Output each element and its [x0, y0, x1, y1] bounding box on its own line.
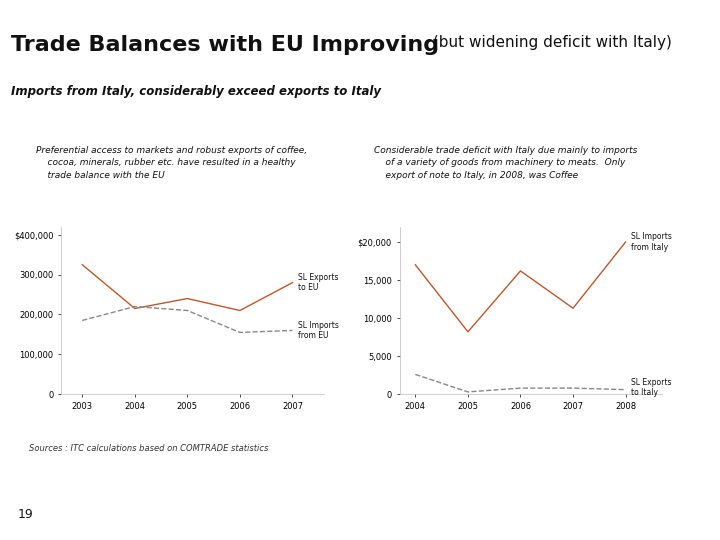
- Text: SL Exports
to EU: SL Exports to EU: [298, 273, 338, 292]
- Text: SL Imports
from EU: SL Imports from EU: [298, 321, 338, 340]
- Text: 19: 19: [18, 508, 34, 521]
- Text: (but widening deficit with Italy): (but widening deficit with Italy): [428, 35, 672, 50]
- Text: Sierra Leone’s Trade with Italy ($000s): Sierra Leone’s Trade with Italy ($000s): [379, 207, 608, 217]
- Text: SL Exports
to Italy: SL Exports to Italy: [631, 377, 671, 397]
- Text: Imports from Italy, considerably exceed exports to Italy: Imports from Italy, considerably exceed …: [11, 85, 381, 98]
- Text: Trade Balances with EU Improving: Trade Balances with EU Improving: [11, 35, 439, 55]
- Text: SL Imports
from Italy: SL Imports from Italy: [631, 232, 672, 252]
- Text: Preferential access to markets and robust exports of coffee,
    cocoa, minerals: Preferential access to markets and robus…: [36, 146, 307, 180]
- Text: Considerable trade deficit with Italy due mainly to imports
    of a variety of : Considerable trade deficit with Italy du…: [374, 146, 638, 180]
- Text: Sierra Leone’s Trade with EU ($000s): Sierra Leone’s Trade with EU ($000s): [30, 207, 248, 217]
- Text: Sources : ITC calculations based on COMTRADE statistics: Sources : ITC calculations based on COMT…: [29, 444, 268, 453]
